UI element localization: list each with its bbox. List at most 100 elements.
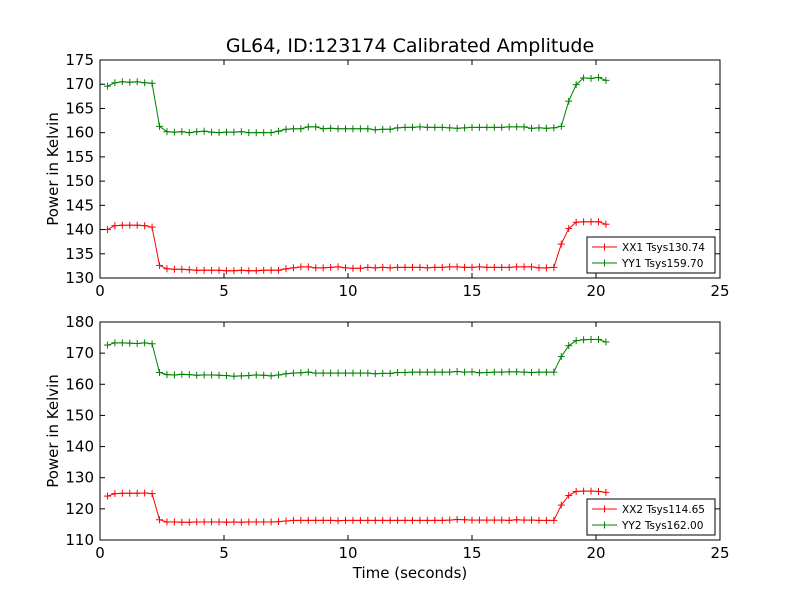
data-point [208,128,216,136]
data-point [461,124,469,132]
y-tick-label: 135 [65,245,94,263]
data-point [461,516,469,524]
data-point [423,368,431,376]
data-point [319,516,327,524]
data-point [170,371,178,379]
legend-item: XX2 Tsys114.65 [592,504,705,516]
data-point [245,129,253,137]
plot-frame [99,321,721,541]
data-point [208,371,216,379]
data-point [364,516,372,524]
x-tick-label: 10 [338,282,357,300]
x-tick-label: 20 [586,282,605,300]
data-point [475,369,483,377]
legend-box [586,236,716,274]
y-tick-label: 140 [65,221,94,239]
legend-item: YY2 Tsys162.00 [592,520,703,532]
data-point [252,267,260,275]
data-point [118,489,126,497]
data-point [141,489,149,497]
data-point [602,76,610,84]
data-point [193,518,201,526]
data-point [513,516,521,524]
x-tick-label: 5 [219,282,229,300]
x-tick-label: 0 [95,544,105,562]
data-point [170,128,178,136]
data-point [542,368,550,376]
legend-label: XX1 Tsys130.74 [622,242,705,254]
data-point [126,489,134,497]
data-point [520,368,528,376]
data-point [505,263,513,271]
data-point [111,339,119,347]
data-point [505,368,513,376]
data-point [141,222,149,230]
x-tick-label: 25 [710,544,729,562]
data-point [193,371,201,379]
data-point [297,125,305,133]
data-point [356,369,364,377]
data-point [297,516,305,524]
data-point [565,97,573,105]
data-point [356,125,364,133]
data-point [126,339,134,347]
data-point [557,122,565,130]
data-point [520,516,528,524]
data-point [594,218,602,226]
data-point [505,516,513,524]
data-point [580,487,588,495]
data-point [103,82,111,90]
legend-marker [601,521,608,529]
data-point [371,516,379,524]
legend-marker [601,243,608,251]
data-point [594,487,602,495]
y-axis-label: Power in Kelvin [44,374,62,488]
data-point [468,516,476,524]
y-tick-label: 170 [65,344,94,362]
data-point [587,74,595,82]
data-point [587,487,595,495]
x-tick-label: 15 [462,282,481,300]
data-point [535,264,543,272]
data-point [349,264,357,272]
data-point [408,263,416,271]
data-point [394,263,402,271]
data-point [185,518,193,526]
data-point [133,339,141,347]
y-tick-label: 150 [65,406,94,424]
data-point [126,221,134,229]
data-point [275,127,283,135]
data-point [148,340,156,348]
data-point [193,266,201,274]
legend-label: XX2 Tsys114.65 [622,504,705,516]
data-point [557,501,565,509]
y-tick-label: 150 [65,172,94,190]
data-point [572,218,580,226]
data-point [453,368,461,376]
data-point [565,342,573,350]
y-tick-label: 160 [65,124,94,142]
data-point [520,123,528,131]
series-1-1 [103,218,610,275]
legend-marker [601,259,608,267]
data-point [289,264,297,272]
data-point [498,123,506,131]
data-point [587,335,595,343]
series-2-1 [103,73,610,137]
data-point [230,372,238,380]
data-point [185,371,193,379]
data-point [141,79,149,87]
data-point [565,491,573,499]
data-point [260,371,268,379]
data-point [163,128,171,136]
data-point [282,517,290,525]
data-point [461,263,469,271]
data-point [394,124,402,132]
data-point [260,518,268,526]
data-point [215,371,223,379]
data-point [475,263,483,271]
data-point [222,372,230,380]
data-point [312,123,320,131]
data-point [542,124,550,132]
data-point [572,487,580,495]
